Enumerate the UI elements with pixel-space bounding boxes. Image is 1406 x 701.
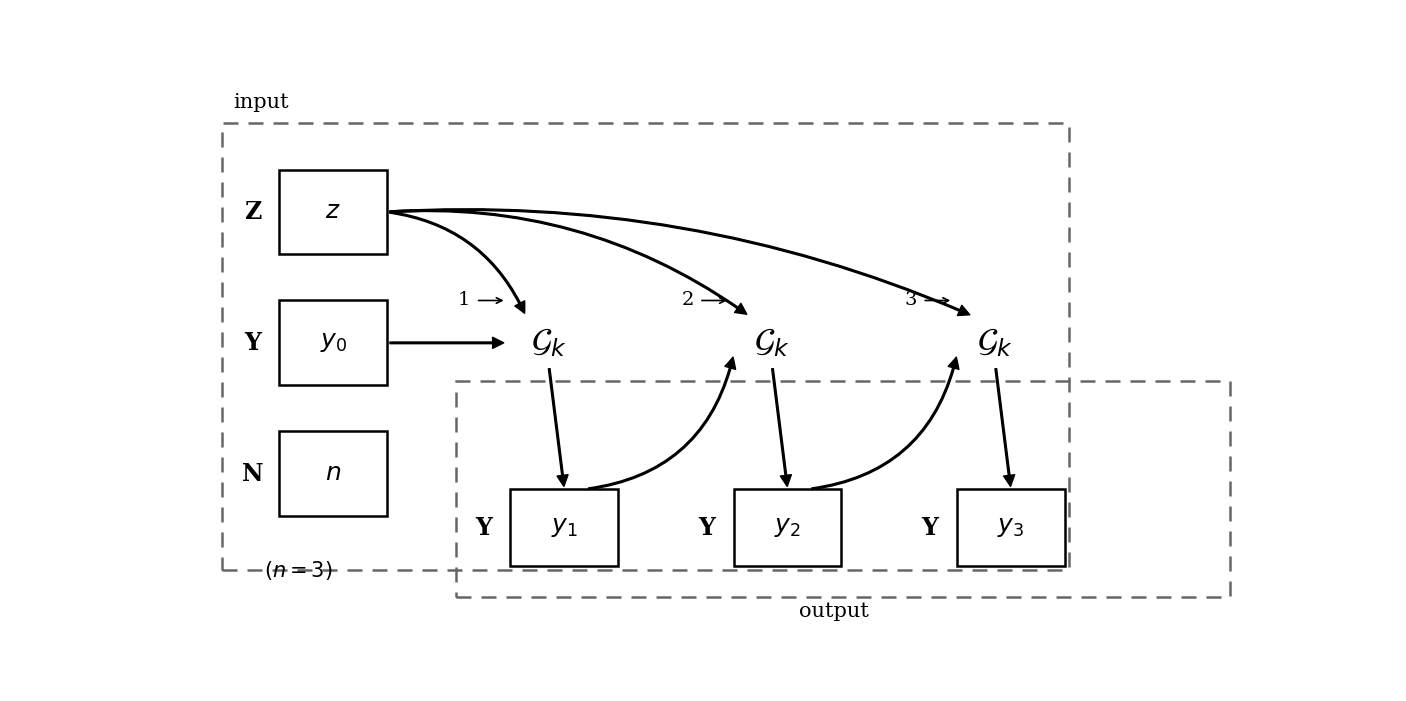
Text: $y_1$: $y_1$	[551, 516, 578, 539]
Text: N: N	[242, 462, 263, 486]
FancyArrowPatch shape	[389, 209, 970, 315]
Text: $(n = 3)$: $(n = 3)$	[264, 559, 333, 582]
Text: $z$: $z$	[325, 200, 342, 224]
Bar	[280, 431, 387, 516]
FancyArrowPatch shape	[811, 357, 959, 489]
Text: Y: Y	[245, 331, 262, 355]
Text: 1: 1	[458, 292, 471, 309]
Text: output: output	[799, 602, 869, 621]
Text: 2: 2	[682, 292, 693, 309]
Text: $\mathcal{G}_k$: $\mathcal{G}_k$	[754, 327, 790, 359]
Text: input: input	[233, 93, 288, 112]
Text: $y_2$: $y_2$	[775, 516, 801, 539]
FancyArrowPatch shape	[389, 337, 503, 348]
Text: Z: Z	[243, 200, 262, 224]
Text: $\mathcal{G}_k$: $\mathcal{G}_k$	[977, 327, 1014, 359]
Text: $y_0$: $y_0$	[319, 332, 347, 354]
Bar	[457, 381, 1230, 597]
FancyArrowPatch shape	[995, 369, 1015, 486]
Text: $y_3$: $y_3$	[997, 516, 1025, 539]
Text: 3: 3	[904, 292, 917, 309]
Text: Y: Y	[475, 516, 492, 540]
Text: $\mathcal{G}_k$: $\mathcal{G}_k$	[531, 327, 567, 359]
Text: Y: Y	[921, 516, 938, 540]
Bar	[510, 489, 619, 566]
Bar	[957, 489, 1064, 566]
Text: Y: Y	[699, 516, 716, 540]
Bar	[734, 489, 841, 566]
FancyArrowPatch shape	[389, 210, 747, 314]
Bar	[280, 170, 387, 254]
Bar	[222, 123, 1069, 570]
Text: $n$: $n$	[325, 462, 342, 485]
FancyArrowPatch shape	[389, 212, 524, 313]
FancyArrowPatch shape	[772, 369, 792, 486]
Bar	[280, 301, 387, 385]
FancyArrowPatch shape	[589, 357, 735, 489]
FancyArrowPatch shape	[548, 369, 568, 486]
